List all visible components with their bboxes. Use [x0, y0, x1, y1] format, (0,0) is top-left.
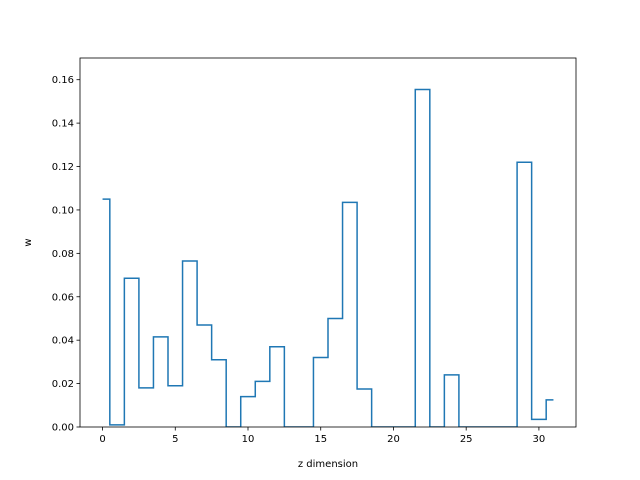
x-tick-label: 5: [172, 434, 178, 445]
x-tick-label: 10: [242, 434, 255, 445]
y-tick-label: 0.16: [52, 75, 74, 86]
y-tick-label: 0.06: [52, 292, 74, 303]
y-tick-label: 0.14: [52, 119, 74, 130]
axes: 0 5 10 15 20 25 30 0.00 0.02 0.04 0.06 0.08 0.10 0.12…: [52, 57, 577, 445]
y-axis-label: w: [23, 238, 34, 246]
x-tick-label: 25: [460, 434, 473, 445]
x-axis-label: z dimension: [298, 459, 358, 470]
y-tick-label: 0.12: [52, 162, 74, 173]
y-tick-label: 0.10: [52, 205, 74, 216]
x-tick-label: 20: [387, 434, 400, 445]
y-tick-label: 0.00: [52, 423, 74, 434]
y-tick-label: 0.02: [52, 379, 74, 390]
axes-frame: [79, 57, 577, 428]
y-tick-label: 0.08: [52, 249, 74, 260]
x-tick-label: 15: [314, 434, 327, 445]
x-tick-label: 0: [99, 434, 105, 445]
plot-area: [102, 88, 554, 427]
y-tick-label: 0.04: [52, 336, 74, 347]
series-line-0: [102, 88, 554, 427]
x-tick-label: 30: [533, 434, 546, 445]
